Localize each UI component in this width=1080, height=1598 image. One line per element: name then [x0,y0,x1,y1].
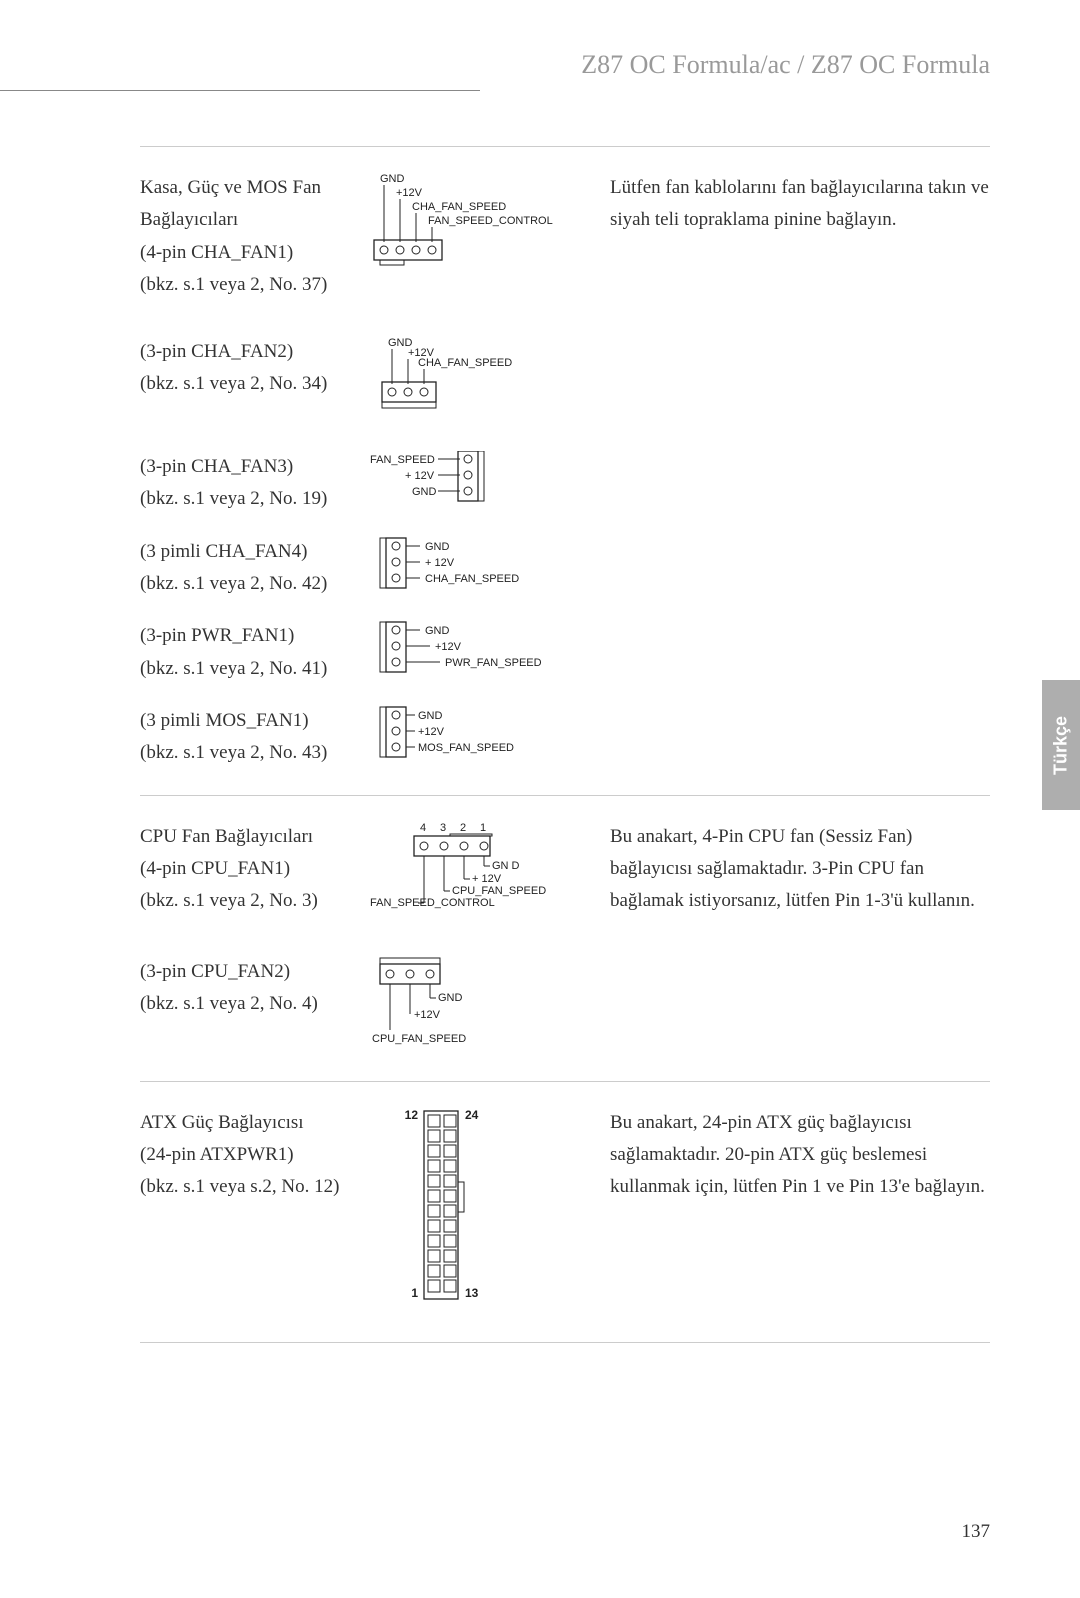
header-rule [0,90,480,91]
svg-text:GND: GND [425,625,450,637]
svg-text:+ 12V: + 12V [425,557,455,569]
connector-subtitle: (3-pin CPU_FAN2) [140,956,350,988]
connector-subtitle: (3 pimli MOS_FAN1) [140,705,350,737]
row-pwr-fan1: (3-pin PWR_FAN1) (bkz. s.1 veya 2, No. 4… [140,620,990,685]
svg-text:CHA_FAN_SPEED: CHA_FAN_SPEED [412,201,506,213]
page-number: 137 [962,1521,991,1543]
svg-text:3: 3 [440,822,446,834]
diagram-cpu-fan1: 4 3 2 1 GN D + 12V CPU_FAN_SPEED FAN_SPE… [370,821,590,921]
svg-text:+12V: +12V [435,641,462,653]
language-tab: Türkçe [1042,680,1080,810]
svg-text:+12V: +12V [396,187,423,199]
row-cha-fan2: (3-pin CHA_FAN2) (bkz. s.1 veya 2, No. 3… [140,336,990,416]
connector-desc: (3 pimli MOS_FAN1) (bkz. s.1 veya 2, No.… [140,705,350,770]
connector-ref: (bkz. s.1 veya 2, No. 43) [140,737,350,769]
svg-text:1: 1 [411,1286,418,1300]
diagram-cpu-fan2: GND +12V CPU_FAN_SPEED [370,956,590,1046]
svg-text:GND: GND [418,710,443,722]
connector-desc: (3-pin CHA_FAN2) (bkz. s.1 veya 2, No. 3… [140,336,350,401]
svg-text:12: 12 [405,1108,419,1122]
svg-text:FAN_SPEED_CONTROL: FAN_SPEED_CONTROL [428,215,553,227]
svg-text:FAN_SPEED_CONTROL: FAN_SPEED_CONTROL [370,897,495,909]
connector-subtitle: (3-pin PWR_FAN1) [140,620,350,652]
diagram-mos-fan1: GND +12V MOS_FAN_SPEED [370,705,590,760]
svg-text:+12V: +12V [418,726,445,738]
svg-text:1: 1 [480,822,486,834]
diagram-atx24: 12 24 1 13 [370,1107,590,1307]
row-cpu-fan2: (3-pin CPU_FAN2) (bkz. s.1 veya 2, No. 4… [140,956,990,1046]
connector-ref: (bkz. s.1 veya s.2, No. 12) [140,1171,350,1203]
svg-text:FAN_SPEED: FAN_SPEED [370,454,435,466]
connector-desc: ATX Güç Bağlayıcısı (24-pin ATXPWR1) (bk… [140,1107,350,1204]
connector-title: ATX Güç Bağlayıcısı [140,1107,350,1139]
connector-title: Kasa, Güç ve MOS Fan Bağlayıcıları [140,172,350,237]
connector-title: CPU Fan Bağlayıcıları [140,821,350,853]
connector-desc: CPU Fan Bağlayıcıları (4-pin CPU_FAN1) (… [140,821,350,918]
row-cha-fan3: (3-pin CHA_FAN3) (bkz. s.1 veya 2, No. 1… [140,451,990,516]
svg-text:CPU_FAN_SPEED: CPU_FAN_SPEED [372,1033,466,1045]
svg-text:+ 12V: + 12V [472,873,502,885]
diagram-cha-fan1: GND +12V CHA_FAN_SPEED FAN_SPEED_CONTROL [370,172,590,267]
svg-text:CPU_FAN_SPEED: CPU_FAN_SPEED [452,885,546,897]
row-mos-fan1: (3 pimli MOS_FAN1) (bkz. s.1 veya 2, No.… [140,705,990,770]
svg-text:4: 4 [420,822,426,834]
connector-note: Bu anakart, 4-Pin CPU fan (Sessiz Fan) b… [610,821,990,918]
connector-ref: (bkz. s.1 veya 2, No. 4) [140,988,350,1020]
diagram-cha-fan4: GND + 12V CHA_FAN_SPEED [370,536,590,591]
svg-text:PWR_FAN_SPEED: PWR_FAN_SPEED [445,657,542,669]
connector-ref: (bkz. s.1 veya 2, No. 42) [140,568,350,600]
svg-text:MOS_FAN_SPEED: MOS_FAN_SPEED [418,742,514,754]
row-cha-fan1: Kasa, Güç ve MOS Fan Bağlayıcıları (4-pi… [140,172,990,301]
row-atx: ATX Güç Bağlayıcısı (24-pin ATXPWR1) (bk… [140,1107,990,1307]
diagram-cha-fan2: GND +12V CHA_FAN_SPEED [370,336,590,416]
svg-text:GND: GND [425,541,450,553]
connector-desc: Kasa, Güç ve MOS Fan Bağlayıcıları (4-pi… [140,172,350,301]
svg-text:CHA_FAN_SPEED: CHA_FAN_SPEED [425,573,519,585]
section-rule-top [140,146,990,147]
svg-text:24: 24 [465,1108,479,1122]
connector-subtitle: (4-pin CPU_FAN1) [140,853,350,885]
page-header-title: Z87 OC Formula/ac / Z87 OC Formula [140,50,990,80]
svg-text:+12V: +12V [414,1009,441,1021]
svg-text:CHA_FAN_SPEED: CHA_FAN_SPEED [418,357,512,369]
connector-ref: (bkz. s.1 veya 2, No. 41) [140,653,350,685]
connector-desc: (3-pin CPU_FAN2) (bkz. s.1 veya 2, No. 4… [140,956,350,1021]
connector-subtitle: (3-pin CHA_FAN2) [140,336,350,368]
section-rule-3 [140,1342,990,1343]
row-cha-fan4: (3 pimli CHA_FAN4) (bkz. s.1 veya 2, No.… [140,536,990,601]
connector-ref: (bkz. s.1 veya 2, No. 3) [140,885,350,917]
svg-text:GND: GND [380,173,405,185]
diagram-pwr-fan1: GND +12V PWR_FAN_SPEED [370,620,590,675]
connector-ref: (bkz. s.1 veya 2, No. 19) [140,483,350,515]
svg-text:GND: GND [438,992,463,1004]
svg-text:+ 12V: + 12V [405,470,435,482]
section-rule-2 [140,1081,990,1082]
section-rule-1 [140,795,990,796]
diagram-cha-fan3: FAN_SPEED + 12V GND [370,451,590,511]
svg-text:GN D: GN D [492,860,520,872]
connector-ref: (bkz. s.1 veya 2, No. 34) [140,368,350,400]
svg-text:GND: GND [412,486,437,498]
svg-text:2: 2 [460,822,466,834]
connector-subtitle: (24-pin ATXPWR1) [140,1139,350,1171]
row-cpu-fan1: CPU Fan Bağlayıcıları (4-pin CPU_FAN1) (… [140,821,990,921]
connector-subtitle: (4-pin CHA_FAN1) [140,237,350,269]
connector-subtitle: (3 pimli CHA_FAN4) [140,536,350,568]
connector-note: Lütfen fan kablolarını fan bağlayıcıları… [610,172,990,237]
connector-desc: (3 pimli CHA_FAN4) (bkz. s.1 veya 2, No.… [140,536,350,601]
connector-subtitle: (3-pin CHA_FAN3) [140,451,350,483]
connector-desc: (3-pin CHA_FAN3) (bkz. s.1 veya 2, No. 1… [140,451,350,516]
connector-desc: (3-pin PWR_FAN1) (bkz. s.1 veya 2, No. 4… [140,620,350,685]
svg-text:13: 13 [465,1286,479,1300]
connector-ref: (bkz. s.1 veya 2, No. 37) [140,269,350,301]
connector-note: Bu anakart, 24-pin ATX güç bağlayıcısı s… [610,1107,990,1204]
